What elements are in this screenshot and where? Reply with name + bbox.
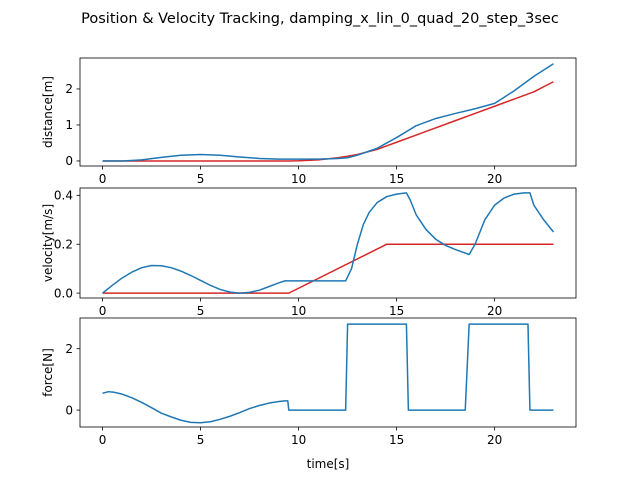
series-line-reference [102, 81, 554, 162]
y-tick-label: 2 [65, 342, 73, 356]
series-line-reference [102, 243, 554, 294]
x-tick-label: 5 [197, 433, 205, 447]
y-tick-label: 2 [65, 82, 73, 96]
x-tick-label: 10 [291, 433, 306, 447]
y-tick-label: 0.0 [54, 286, 73, 300]
x-tick-label: 5 [197, 304, 205, 318]
y-axis-label: velocity[m/s] [41, 204, 55, 282]
y-tick-label: 0 [65, 154, 73, 168]
x-tick-label: 15 [389, 172, 404, 186]
series-line-actual [102, 192, 555, 294]
y-tick-label: 0.4 [54, 189, 73, 203]
figure-title: Position & Velocity Tracking, damping_x_… [81, 11, 559, 27]
y-tick-label: 0 [65, 403, 73, 417]
x-tick-label: 20 [487, 304, 502, 318]
subplot-1: 0 5 10 15 20 0 1 2 distance[m] [41, 57, 577, 186]
x-tick-label: 0 [99, 304, 107, 318]
y-axis-label: force[N] [41, 348, 55, 397]
subplot-3: 0 5 10 15 20 0 2 force[N] time[s] [41, 317, 577, 471]
series-line-actual [102, 323, 554, 424]
x-axis-label: time[s] [307, 457, 350, 471]
axes-frame [79, 317, 577, 428]
x-tick-label: 0 [99, 433, 107, 447]
x-tick-label: 15 [389, 433, 404, 447]
series-line-actual [102, 63, 554, 162]
y-axis-label: distance[m] [41, 76, 55, 148]
y-tick-label: 1 [65, 118, 73, 132]
x-tick-label: 10 [291, 172, 306, 186]
x-tick-label: 20 [487, 433, 502, 447]
x-tick-label: 5 [197, 172, 205, 186]
x-tick-label: 15 [389, 304, 404, 318]
x-tick-label: 0 [99, 172, 107, 186]
y-tick-label: 0.2 [54, 237, 73, 251]
x-tick-label: 10 [291, 304, 306, 318]
x-tick-label: 20 [487, 172, 502, 186]
axes-frame [79, 187, 577, 299]
axes-frame [79, 57, 577, 167]
